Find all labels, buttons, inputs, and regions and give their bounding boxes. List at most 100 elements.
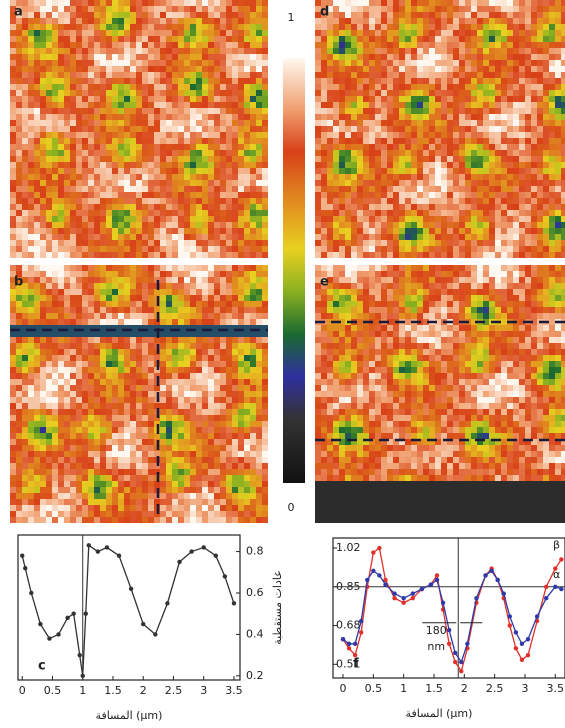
map-pixel: [477, 66, 483, 72]
map-pixel: [262, 48, 268, 54]
map-pixel: [202, 283, 208, 289]
map-pixel: [357, 42, 363, 48]
map-pixel: [238, 252, 244, 258]
map-pixel: [10, 427, 16, 433]
map-pixel: [28, 48, 34, 54]
map-pixel: [82, 391, 88, 397]
map-pixel: [208, 271, 214, 277]
map-pixel: [519, 108, 525, 114]
map-pixel: [238, 168, 244, 174]
map-pixel: [76, 60, 82, 66]
map-pixel: [238, 66, 244, 72]
map-pixel: [58, 90, 64, 96]
map-pixel: [118, 277, 124, 283]
map-pixel: [100, 144, 106, 150]
map-pixel: [202, 367, 208, 373]
map-pixel: [345, 72, 351, 78]
map-pixel: [262, 222, 268, 228]
map-pixel: [46, 228, 52, 234]
map-pixel: [196, 216, 202, 222]
map-pixel: [495, 36, 501, 42]
map-pixel: [154, 240, 160, 246]
map-pixel: [28, 144, 34, 150]
map-pixel: [148, 234, 154, 240]
map-pixel: [196, 240, 202, 246]
map-pixel: [118, 36, 124, 42]
map-pixel: [190, 174, 196, 180]
map-pixel: [232, 144, 238, 150]
map-pixel: [40, 493, 46, 499]
map-pixel: [465, 0, 471, 6]
map-pixel: [118, 72, 124, 78]
map-pixel: [357, 96, 363, 102]
map-pixel: [28, 427, 34, 433]
map-pixel: [88, 186, 94, 192]
map-pixel: [76, 511, 82, 517]
map-pixel: [124, 216, 130, 222]
map-pixel: [345, 66, 351, 72]
map-pixel: [184, 0, 190, 6]
map-pixel: [531, 6, 537, 12]
map-pixel: [148, 24, 154, 30]
map-pixel: [471, 144, 477, 150]
map-pixel: [363, 114, 369, 120]
map-pixel: [112, 24, 118, 30]
map-pixel: [82, 283, 88, 289]
map-pixel: [220, 487, 226, 493]
map-pixel: [196, 162, 202, 168]
map-pixel: [88, 192, 94, 198]
map-pixel: [64, 18, 70, 24]
map-pixel: [148, 331, 154, 337]
map-pixel: [94, 283, 100, 289]
map-pixel: [136, 90, 142, 96]
map-pixel: [447, 102, 453, 108]
map-pixel: [160, 361, 166, 367]
map-pixel: [214, 505, 220, 511]
map-pixel: [58, 96, 64, 102]
map-pixel: [10, 493, 16, 499]
map-pixel: [154, 210, 160, 216]
map-pixel: [58, 42, 64, 48]
map-pixel: [112, 228, 118, 234]
map-pixel: [46, 367, 52, 373]
map-pixel: [100, 439, 106, 445]
map-pixel: [256, 78, 262, 84]
map-pixel: [76, 313, 82, 319]
map-pixel: [435, 162, 441, 168]
map-pixel: [441, 126, 447, 132]
map-pixel: [94, 493, 100, 499]
map-pixel: [543, 162, 549, 168]
map-pixel: [208, 349, 214, 355]
map-pixel: [561, 168, 565, 174]
map-pixel: [16, 373, 22, 379]
map-pixel: [58, 156, 64, 162]
map-pixel: [208, 391, 214, 397]
map-pixel: [142, 391, 148, 397]
map-pixel: [136, 222, 142, 228]
map-pixel: [549, 60, 555, 66]
map-pixel: [351, 150, 357, 156]
map-pixel: [345, 30, 351, 36]
map-pixel: [22, 391, 28, 397]
map-pixel: [244, 367, 250, 373]
map-pixel: [525, 24, 531, 30]
map-pixel: [124, 222, 130, 228]
map-pixel: [381, 30, 387, 36]
map-pixel: [262, 180, 268, 186]
map-pixel: [405, 42, 411, 48]
map-pixel: [52, 234, 58, 240]
map-pixel: [555, 30, 561, 36]
map-pixel: [172, 367, 178, 373]
map-pixel: [531, 72, 537, 78]
map-pixel: [10, 240, 16, 246]
map-pixel: [172, 289, 178, 295]
map-pixel: [16, 487, 22, 493]
map-pixel: [250, 445, 256, 451]
map-pixel: [10, 289, 16, 295]
map-pixel: [351, 72, 357, 78]
map-pixel: [166, 210, 172, 216]
map-pixel: [136, 421, 142, 427]
map-pixel: [160, 331, 166, 337]
map-pixel: [405, 6, 411, 12]
map-pixel: [196, 12, 202, 18]
